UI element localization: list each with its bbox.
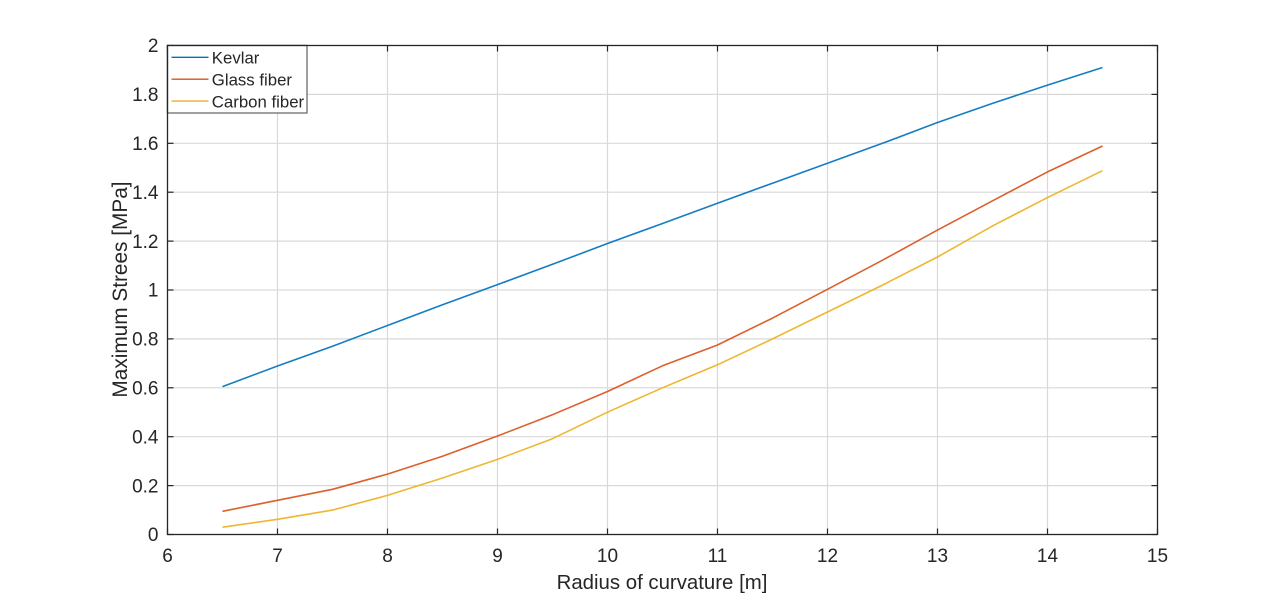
svg-text:12: 12 [817,546,838,567]
svg-text:0: 0 [148,525,159,546]
svg-text:11: 11 [708,546,728,567]
svg-text:14: 14 [1037,546,1059,567]
svg-text:7: 7 [272,546,283,567]
svg-text:1: 1 [148,281,159,302]
svg-text:1.4: 1.4 [132,183,159,204]
svg-text:8: 8 [382,546,393,567]
svg-text:2: 2 [148,36,159,57]
svg-text:9: 9 [492,546,503,567]
svg-text:6: 6 [162,546,173,567]
svg-text:1.8: 1.8 [132,85,158,106]
svg-text:10: 10 [597,546,618,567]
svg-text:1.2: 1.2 [132,232,158,253]
svg-text:0.6: 0.6 [132,379,158,400]
svg-text:13: 13 [927,546,948,567]
svg-text:Glass fiber: Glass fiber [212,71,293,90]
svg-text:0.2: 0.2 [132,476,158,497]
svg-text:Maximum Strees [MPa]: Maximum Strees [MPa] [109,181,132,397]
svg-text:Carbon fiber: Carbon fiber [212,93,305,112]
svg-text:15: 15 [1147,546,1168,567]
svg-text:0.8: 0.8 [132,330,158,351]
svg-text:0.4: 0.4 [132,427,159,448]
svg-text:1.6: 1.6 [132,134,158,155]
svg-text:Radius of curvature [m]: Radius of curvature [m] [557,572,768,594]
svg-text:Kevlar: Kevlar [212,49,260,68]
